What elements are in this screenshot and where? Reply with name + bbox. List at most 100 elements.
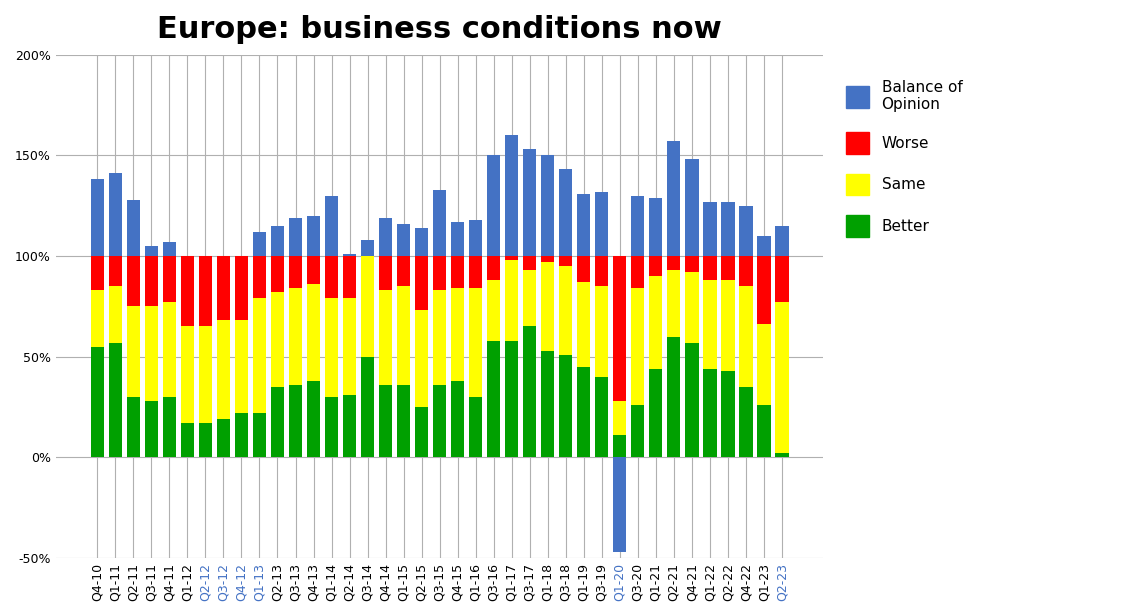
Bar [415,228,429,256]
Bar [325,196,339,256]
Bar [649,369,662,457]
Bar [559,355,572,457]
Bar [613,457,627,552]
Bar [360,256,374,357]
Bar [703,201,717,256]
Bar [288,217,302,256]
Bar [378,256,392,290]
Bar [253,413,267,457]
Bar [613,256,627,401]
Bar [667,256,681,270]
Bar [667,336,681,457]
Bar [577,256,591,282]
Bar [523,149,537,256]
Bar [559,169,572,256]
Bar [540,351,554,457]
Bar [163,397,177,457]
Bar [235,256,249,320]
Bar [270,226,284,256]
Bar [235,320,249,413]
Bar [397,385,410,457]
Bar [630,256,644,288]
Bar [145,401,158,457]
Bar [145,306,158,401]
Bar [649,198,662,256]
Bar [415,407,429,457]
Bar [469,256,482,288]
Bar [559,266,572,355]
Bar [270,292,284,387]
Bar [145,256,158,306]
Bar [163,242,177,256]
Bar [108,286,122,342]
Bar [433,290,447,385]
Bar [577,367,591,457]
Bar [577,282,591,367]
Bar [343,298,357,395]
Bar [397,256,410,286]
Bar [307,256,320,284]
Bar [523,326,537,457]
Bar [217,256,230,320]
Bar [91,256,104,290]
Bar [325,298,339,397]
Bar [469,288,482,397]
Bar [469,397,482,457]
Bar [433,190,447,256]
Bar [343,395,357,457]
Bar [540,262,554,351]
Bar [450,222,464,256]
Bar [757,236,771,256]
Bar [108,342,122,457]
Bar [649,276,662,369]
Bar [630,288,644,405]
Bar [487,280,500,341]
Bar [288,256,302,288]
Bar [450,256,464,288]
Bar [775,226,789,256]
Bar [180,326,194,423]
Title: Europe: business conditions now: Europe: business conditions now [157,15,722,44]
Bar [523,256,537,270]
Bar [685,272,699,342]
Bar [685,256,699,272]
Bar [685,160,699,256]
Bar [667,270,681,336]
Bar [415,310,429,407]
Bar [487,256,500,280]
Bar [739,206,752,256]
Bar [720,280,734,371]
Bar [253,232,267,256]
Bar [253,256,267,298]
Bar [775,453,789,457]
Bar [649,256,662,276]
Bar [108,256,122,286]
Bar [397,286,410,385]
Bar [540,256,554,262]
Bar [450,288,464,381]
Bar [757,325,771,405]
Bar [378,217,392,256]
Bar [127,306,140,397]
Bar [487,341,500,457]
Bar [307,216,320,256]
Bar [288,288,302,385]
Bar [325,397,339,457]
Bar [703,369,717,457]
Bar [198,326,212,423]
Bar [613,401,627,435]
Bar [577,193,591,256]
Bar [757,405,771,457]
Bar [720,371,734,457]
Bar [595,192,609,256]
Bar [163,302,177,397]
Bar [703,256,717,280]
Bar [720,201,734,256]
Bar [235,413,249,457]
Bar [307,284,320,381]
Bar [270,256,284,292]
Bar [198,256,212,326]
Bar [180,423,194,457]
Bar [720,256,734,280]
Bar [505,256,519,260]
